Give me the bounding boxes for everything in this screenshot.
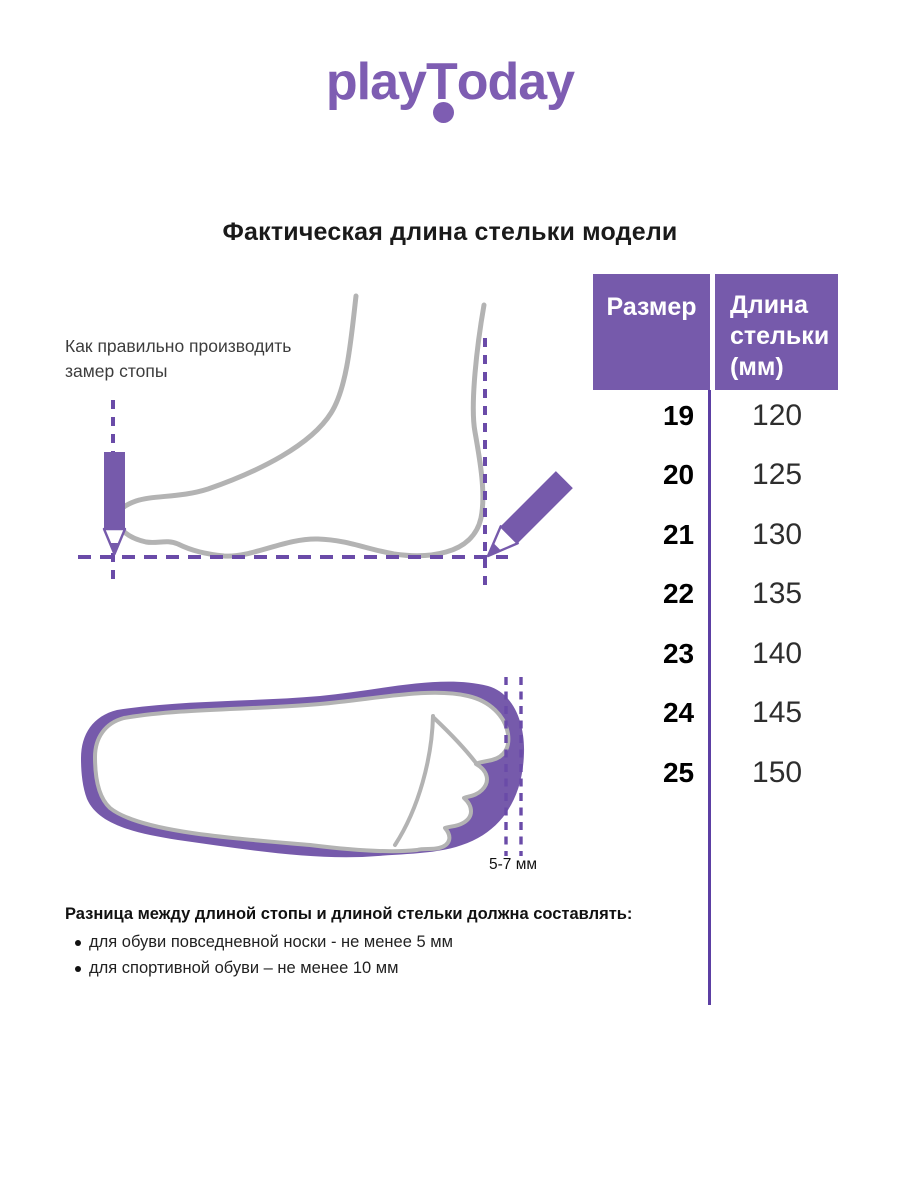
- table-row: 24 145: [593, 684, 838, 744]
- notes-section: Разница между длиной стопы и длиной стел…: [65, 905, 685, 985]
- insole-outline: [81, 681, 525, 858]
- table-row: 19 120: [593, 386, 838, 446]
- table-row: 21 130: [593, 505, 838, 565]
- page-title: Фактическая длина стельки модели: [222, 218, 678, 246]
- brand-logo: playToday: [0, 52, 900, 123]
- note-item-everyday: для обуви повседневной носки - не менее …: [65, 933, 685, 952]
- length-cell: 120: [752, 398, 803, 432]
- footprint-outline: [93, 690, 511, 854]
- length-cell: 125: [752, 458, 803, 492]
- logo-part-oday: oday: [456, 53, 575, 111]
- length-cell: 145: [752, 696, 803, 730]
- size-chart-header-size: Размер: [593, 274, 710, 390]
- length-cell: 135: [752, 577, 803, 611]
- arch-crease-line: [393, 714, 435, 847]
- insole-diagram: [81, 677, 525, 858]
- offset-label: 5-7 мм: [488, 856, 538, 873]
- size-cell: 19: [662, 399, 695, 431]
- size-chart-divider: [708, 390, 711, 1005]
- foot-measure-diagram: [78, 293, 573, 586]
- size-cell: 21: [662, 518, 695, 550]
- pencil-tilted-icon: [486, 471, 573, 558]
- length-cell: 130: [752, 517, 803, 551]
- note-item-sport: для спортивной обуви – не менее 10 мм: [65, 959, 685, 978]
- notes-title: Разница между длиной стопы и длиной стел…: [65, 905, 633, 923]
- size-cell: 24: [662, 697, 695, 729]
- table-row: 22 135: [593, 565, 838, 625]
- notes-list: для обуви повседневной носки - не менее …: [65, 933, 685, 978]
- size-chart-header-length: Длина стельки (мм): [715, 274, 838, 390]
- size-cell: 22: [662, 578, 695, 610]
- table-row: 23 140: [593, 624, 838, 684]
- size-cell: 20: [662, 459, 695, 491]
- measure-hint-text: Как правильно производить замер стопы: [65, 336, 292, 381]
- size-chart-rows: 19 120 20 125 21 130 22 135: [593, 386, 838, 803]
- table-row: 20 125: [593, 446, 838, 506]
- size-cell: 23: [662, 637, 695, 669]
- big-toe-crease-line: [432, 716, 478, 765]
- size-cell: 25: [662, 756, 695, 788]
- pencil-vertical-icon: [102, 452, 127, 556]
- table-row: 25 150: [593, 743, 838, 803]
- length-cell: 150: [752, 755, 803, 789]
- logo-part-play: play: [325, 53, 427, 111]
- length-cell: 140: [752, 636, 803, 670]
- logo-part-t: T: [425, 53, 458, 123]
